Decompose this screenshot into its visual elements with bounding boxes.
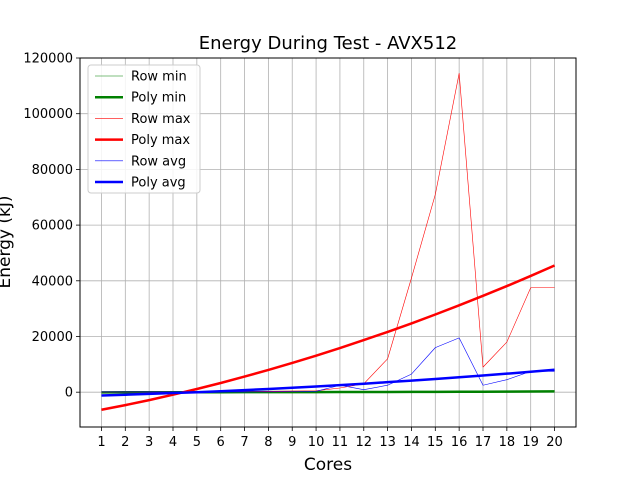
x-tick-label: 15 xyxy=(427,435,444,450)
series-lines xyxy=(101,73,556,411)
x-tick-label: 11 xyxy=(332,435,349,450)
x-tick-label: 16 xyxy=(451,435,468,450)
plot-frame xyxy=(79,57,577,428)
legend-label: Poly max xyxy=(131,133,190,148)
legend: Row min Poly min Row max Poly max Row avg Pol… xyxy=(87,64,201,194)
legend-label: Row min xyxy=(131,70,187,85)
x-tick-label: 13 xyxy=(379,435,396,450)
x-tick-label: 12 xyxy=(355,435,372,450)
y-tick-label: 120000 xyxy=(23,52,73,67)
x-tick-label: 6 xyxy=(217,435,225,450)
y-tick-label: 20000 xyxy=(32,330,73,345)
y-tick-label: 0 xyxy=(65,386,73,401)
y-tick-label: 80000 xyxy=(32,163,73,178)
x-tick-label: 1 xyxy=(97,435,105,450)
x-tick-label: 14 xyxy=(403,435,420,450)
y-tick-label: 100000 xyxy=(23,107,73,122)
x-tick-label: 4 xyxy=(169,435,177,450)
y-tick-label: 60000 xyxy=(32,219,73,234)
legend-label: Row max xyxy=(131,112,191,127)
x-tick-label: 9 xyxy=(288,435,296,450)
x-tick-label: 7 xyxy=(240,435,248,450)
legend-label: Row avg xyxy=(131,154,186,169)
x-tick-label: 20 xyxy=(546,435,563,450)
legend-label: Poly avg xyxy=(131,176,186,191)
y-tick-label: 40000 xyxy=(32,274,73,289)
x-tick-label: 17 xyxy=(475,435,492,450)
x-axis: 1 2 3 4 5 6 7 8 9 10 11 12 13 14 15 16 17 18 19 20 xyxy=(97,427,563,450)
x-tick-label: 18 xyxy=(499,435,516,450)
x-tick-label: 3 xyxy=(145,435,153,450)
x-tick-label: 5 xyxy=(193,435,201,450)
x-axis-label: Cores xyxy=(304,455,352,475)
x-tick-label: 8 xyxy=(264,435,272,450)
x-tick-label: 2 xyxy=(121,435,129,450)
y-axis-label: Energy (kJ) xyxy=(0,195,15,288)
series-line-poly-avg xyxy=(101,368,555,397)
x-tick-label: 10 xyxy=(308,435,325,450)
legend-label: Poly min xyxy=(131,91,186,106)
y-axis: 0 20000 40000 60000 80000 100000 120000 xyxy=(23,52,80,401)
chart-title: Energy During Test - AVX512 xyxy=(199,33,458,54)
x-tick-label: 19 xyxy=(522,435,539,450)
